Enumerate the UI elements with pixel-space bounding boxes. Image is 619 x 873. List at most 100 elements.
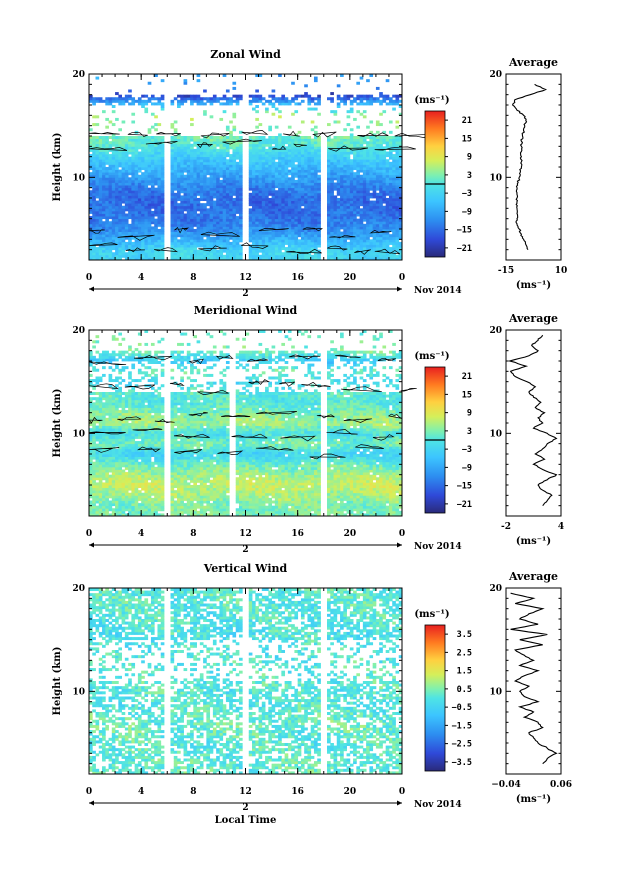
panel-title: Vertical Wind: [203, 562, 288, 575]
avg-x-tick-label: −0.04: [491, 780, 520, 790]
avg-x-tick-label: -15: [498, 266, 514, 276]
x-tick-label: 4: [138, 529, 144, 539]
x-tick-label: 0: [399, 529, 405, 539]
x-tick-label: 12: [239, 529, 252, 539]
x-tick-label: 20: [344, 787, 357, 797]
heatmap-cells: [89, 330, 403, 517]
colorbar-tick-label: 21: [462, 116, 472, 126]
colorbar-unit: (ms⁻¹): [414, 609, 449, 620]
x-axis-label: Local Time: [215, 815, 277, 826]
average-profile-line: [511, 83, 548, 251]
average-title: Average: [508, 312, 558, 325]
average-profile-line: [510, 592, 558, 765]
day-label: 2: [242, 289, 248, 299]
x-tick-label: 8: [190, 529, 196, 539]
y-axis-label: Height (km): [52, 133, 63, 202]
colorbar-tick-label: −2.5: [452, 740, 472, 750]
panel-title: Meridional Wind: [194, 304, 298, 317]
avg-x-tick-label: 4: [558, 522, 564, 532]
average-profile-line: [507, 334, 558, 507]
x-tick-label: 0: [86, 529, 92, 539]
colorbar-tick-label: −15: [457, 226, 472, 236]
colorbar-tick-label: −3.5: [452, 758, 472, 768]
avg-y-tick-label: 10: [489, 429, 502, 439]
x-tick-label: 4: [138, 273, 144, 283]
x-tick-label: 8: [190, 787, 196, 797]
x-tick-label: 16: [291, 787, 304, 797]
y-tick-label: 20: [72, 70, 85, 80]
x-tick-label: 20: [344, 529, 357, 539]
colorbar-unit: (ms⁻¹): [414, 351, 449, 362]
colorbar-tick-label: −21: [457, 244, 472, 254]
panel-1: Meridional Wind 0 4 8 12 16 20 0 10 20 Height (km)…: [52, 304, 564, 555]
y-tick-label: 10: [72, 429, 85, 439]
day-label: 2: [242, 803, 248, 813]
avg-y-tick-label: 20: [489, 326, 502, 336]
avg-x-tick-label: 10: [555, 266, 568, 276]
x-tick-label: 0: [86, 787, 92, 797]
y-axis-label: Height (km): [52, 389, 63, 458]
x-tick-label: 0: [399, 273, 405, 283]
colorbar: [424, 624, 446, 772]
x-tick-label: 20: [344, 273, 357, 283]
date-label: Nov 2014: [414, 286, 462, 296]
contour-lines: [88, 130, 432, 255]
colorbar-tick-label: −9: [462, 463, 472, 473]
colorbar-tick-label: 3.5: [457, 630, 472, 640]
panel-0: Zonal Wind 0 4 8 12 16 20 0 10 20 Height (km) 2 Nov …: [52, 48, 567, 299]
x-tick-label: 0: [399, 787, 405, 797]
avg-y-tick-label: 20: [489, 584, 502, 594]
colorbar-tick-label: 21: [462, 372, 472, 382]
avg-x-tick-label: 0.06: [550, 780, 572, 790]
x-tick-label: 16: [291, 273, 304, 283]
y-tick-label: 10: [72, 173, 85, 183]
date-label: Nov 2014: [414, 800, 462, 810]
panel-title: Zonal Wind: [210, 48, 281, 61]
colorbar-tick-label: −21: [457, 500, 472, 510]
colorbar-tick-label: −3: [462, 445, 472, 455]
day-bar-arrow: [89, 542, 94, 548]
colorbar-tick-label: 15: [462, 134, 472, 144]
avg-x-tick-label: -2: [501, 522, 511, 532]
panel-2: Vertical Wind 0 4 8 12 16 20 0 10 20 Height (km) 2 N…: [52, 562, 572, 826]
y-tick-label: 20: [72, 326, 85, 336]
colorbar-tick-label: 3: [467, 171, 472, 181]
colorbar-tick-label: 3: [467, 427, 472, 437]
day-label: 2: [242, 545, 248, 555]
average-title: Average: [508, 56, 558, 69]
colorbar-unit: (ms⁻¹): [414, 95, 449, 106]
avg-x-label: (ms⁻¹): [516, 280, 551, 291]
average-frame: [505, 329, 562, 517]
y-tick-label: 20: [72, 584, 85, 594]
colorbar-tick-label: 9: [467, 409, 472, 419]
colorbar-tick-label: 15: [462, 390, 472, 400]
contour-lines: [88, 354, 417, 460]
colorbar-tick-label: −9: [462, 207, 472, 217]
avg-y-tick-label: 20: [489, 70, 502, 80]
colorbar-tick-label: 0.5: [457, 685, 472, 695]
colorbar-tick-label: −3: [462, 189, 472, 199]
average-title: Average: [508, 570, 558, 583]
avg-x-label: (ms⁻¹): [516, 536, 551, 547]
day-bar-arrow: [397, 542, 402, 548]
y-tick-label: 10: [72, 687, 85, 697]
x-tick-label: 16: [291, 529, 304, 539]
date-label: Nov 2014: [414, 542, 462, 552]
x-tick-label: 0: [86, 273, 92, 283]
y-axis-label: Height (km): [52, 647, 63, 716]
x-tick-label: 12: [239, 787, 252, 797]
x-tick-label: 8: [190, 273, 196, 283]
day-bar-arrow: [89, 800, 94, 806]
day-bar-arrow: [89, 286, 94, 292]
colorbar-tick-label: −15: [457, 482, 472, 492]
colorbar-tick-label: −1.5: [452, 721, 472, 731]
colorbar-tick-label: 9: [467, 153, 472, 163]
avg-y-tick-label: 10: [489, 687, 502, 697]
x-tick-label: 12: [239, 273, 252, 283]
heatmap-cells: [89, 74, 403, 261]
colorbar-tick-label: −0.5: [452, 703, 472, 713]
day-bar-arrow: [397, 286, 402, 292]
x-tick-label: 4: [138, 787, 144, 797]
colorbar-tick-label: 1.5: [457, 667, 472, 677]
